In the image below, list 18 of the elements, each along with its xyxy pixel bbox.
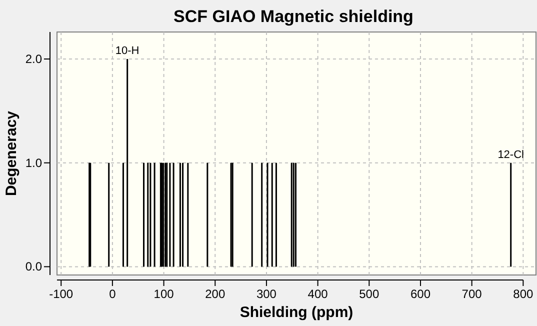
y-tick-label: 0.0: [25, 260, 42, 274]
x-tick-label: 200: [205, 287, 226, 301]
y-axis-title: Degeneracy: [3, 110, 20, 196]
chart-title: SCF GIAO Magnetic shielding: [174, 7, 414, 26]
x-tick-label: 100: [154, 287, 174, 301]
x-tick-label: 600: [410, 287, 431, 301]
x-tick-label: 500: [359, 287, 380, 301]
x-tick-label: 400: [308, 287, 328, 301]
x-tick-label: 700: [462, 287, 482, 301]
x-tick-label: 300: [256, 287, 277, 301]
annotation: 10-H: [115, 45, 140, 57]
x-tick-label: 800: [513, 287, 534, 301]
x-tick-label: -100: [49, 287, 74, 301]
y-tick-label: 2.0: [25, 52, 42, 66]
x-axis-title: Shielding (ppm): [240, 304, 354, 321]
y-tick-label: 1.0: [25, 156, 42, 170]
annotation: 12-Cl: [498, 148, 524, 161]
x-tick-label: 0: [109, 287, 116, 301]
